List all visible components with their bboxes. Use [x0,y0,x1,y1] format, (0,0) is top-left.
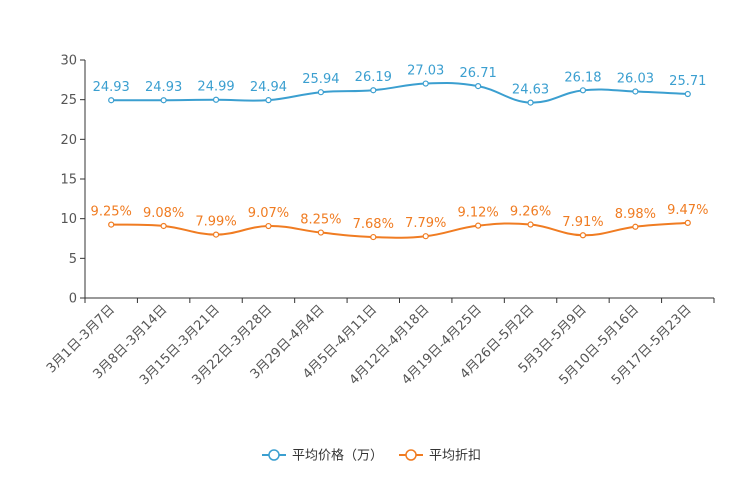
data-point [160,97,167,104]
data-label: 7.79% [405,216,446,231]
data-label: 9.08% [143,206,184,221]
data-point [632,223,639,230]
y-tick-label: 0 [69,292,77,307]
data-label: 24.93 [93,80,130,95]
legend-label: 平均折扣 [429,449,481,464]
data-point [370,87,377,94]
data-point [579,87,587,94]
data-point [684,219,691,226]
data-label: 9.12% [457,206,498,221]
data-label: 26.71 [460,66,497,81]
y-tick-label: 10 [60,212,77,227]
legend-swatch-marker [405,449,417,461]
data-label: 7.99% [195,215,236,230]
data-label: 8.98% [615,207,656,222]
data-point [108,221,115,228]
data-point [265,97,272,104]
x-axis: 3月1日-3月7日3月8日-3月14日3月15日-3月21日3月22日-3月28… [44,297,715,388]
data-point [265,222,272,230]
legend: 平均价格（万） 平均折扣 [262,448,481,464]
y-tick-label: 15 [60,173,77,188]
data-label: 7.91% [562,215,603,230]
data-label: 26.18 [564,70,601,85]
data-point [684,90,691,98]
data-label: 25.94 [302,72,339,87]
data-point [212,96,220,103]
data-label: 24.99 [197,80,234,95]
data-label: 27.03 [407,64,444,79]
y-axis: 0 5 10 15 20 25 30 [60,54,86,307]
data-label: 24.93 [145,80,182,95]
data-label: 9.07% [248,206,289,221]
data-point [422,80,429,87]
data-point [527,221,534,228]
y-tick-label: 20 [60,133,77,148]
series-1: 9.25% 9.08% 7.99% 9.07% 8.25% 7.68% 7.79% 9.12%… [91,203,708,241]
series-line [111,81,688,104]
data-point [579,232,587,239]
data-point [370,233,377,241]
data-label: 8.25% [300,213,341,228]
series-0: 24.93 24.93 24.99 24.94 25.94 26.19 27.03 26.71… [93,64,706,106]
data-point [212,231,220,238]
data-label: 24.63 [512,83,549,98]
data-point [422,233,429,240]
legend-item-1: 平均折扣 [399,449,481,464]
data-point [527,99,534,106]
data-label: 26.03 [617,71,654,86]
legend-swatch-marker [268,449,280,461]
data-point [317,229,324,236]
data-label: 7.68% [353,217,394,232]
data-label: 26.19 [355,70,392,85]
series-line [111,221,688,239]
data-point [160,222,167,230]
data-label: 9.25% [91,205,132,220]
data-label: 9.26% [510,205,551,220]
data-label: 24.94 [250,80,287,95]
data-point [108,97,115,104]
data-label: 9.47% [667,203,708,218]
data-point [317,89,324,96]
data-label: 25.71 [669,74,706,89]
legend-item-0: 平均价格（万） [262,448,383,464]
y-tick-label: 30 [60,54,77,69]
series-layer: 24.93 24.93 24.99 24.94 25.94 26.19 27.03 26.71… [91,64,708,241]
data-point [475,83,482,90]
data-point [632,88,639,95]
legend-label: 平均价格（万） [292,448,383,464]
data-point [475,222,482,229]
y-tick-label: 5 [69,252,77,267]
y-tick-label: 25 [60,93,77,108]
